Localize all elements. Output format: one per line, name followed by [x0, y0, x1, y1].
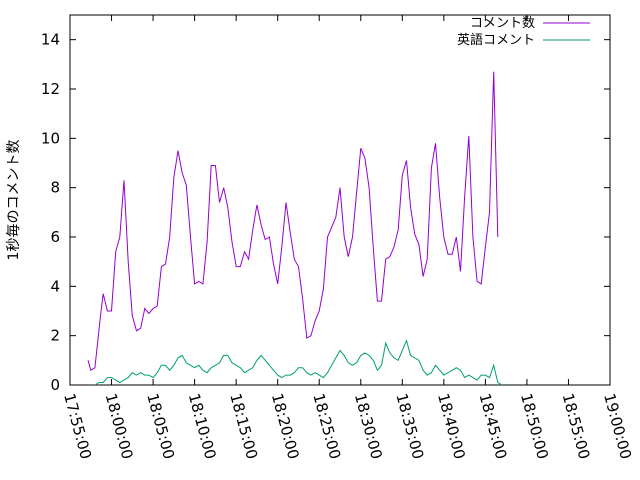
- y-tick-label-5: 10: [41, 129, 60, 147]
- series-line-0: [87, 71, 499, 371]
- legend-label-0: コメント数: [470, 16, 535, 31]
- x-tick-label-8: 18:35:00: [392, 391, 427, 461]
- x-tick-label-3: 18:10:00: [185, 391, 220, 461]
- x-tick-label-6: 18:25:00: [309, 391, 344, 461]
- x-tick-label-5: 18:20:00: [268, 391, 303, 461]
- x-tick-label-12: 18:55:00: [559, 391, 594, 461]
- x-tick-label-4: 18:15:00: [226, 391, 261, 461]
- y-tick-label-3: 6: [50, 228, 60, 246]
- y-tick-label-1: 2: [50, 327, 60, 345]
- plot-frame: [69, 14, 611, 386]
- x-tick-label-9: 18:40:00: [434, 391, 469, 461]
- y-tick-label-2: 4: [50, 277, 60, 295]
- series-layer: [87, 71, 503, 386]
- y-tick-label-4: 8: [50, 179, 60, 197]
- y-axis-label: 1秒毎のコメント数: [6, 140, 22, 261]
- y-tick-label-0: 0: [50, 376, 60, 394]
- x-tick-label-7: 18:30:00: [351, 391, 386, 461]
- y-tick-label-6: 12: [41, 80, 60, 98]
- x-tick-label-1: 18:00:00: [102, 391, 137, 461]
- x-tick-label-0: 17:55:00: [60, 391, 95, 461]
- x-tick-label-10: 18:45:00: [476, 391, 511, 461]
- x-tick-label-11: 18:50:00: [517, 391, 552, 461]
- axes: 0 2 4 6 8 10 12 14 17:55:00 18:00:00 18:05:00 18:10…: [41, 14, 635, 461]
- series-line-1: [94, 339, 503, 386]
- y-tick-label-7: 14: [41, 31, 60, 49]
- x-tick-label-2: 18:05:00: [143, 391, 178, 461]
- legend-label-1: 英語コメント: [457, 32, 535, 48]
- x-tick-label-13: 19:00:00: [600, 391, 635, 461]
